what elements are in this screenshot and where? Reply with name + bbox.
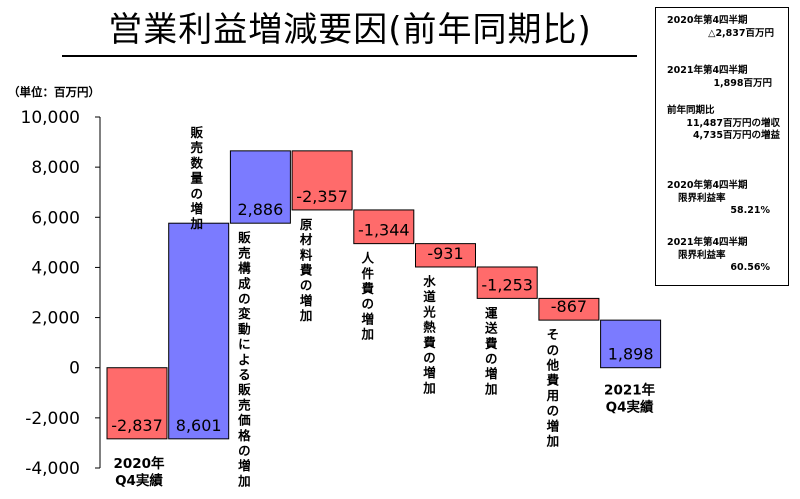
data-label: 1,898	[608, 345, 654, 364]
info-margin-curr: 2021年第4四半期 限界利益率 60.56%	[656, 237, 790, 275]
info-curr: 2021年第4四半期 1,898百万円	[656, 65, 790, 90]
bar	[168, 222, 230, 440]
y-tick-label: 2,000	[31, 309, 80, 329]
category-label: 2021年	[604, 382, 656, 399]
category-label: 人件費の増加	[361, 251, 375, 342]
bar	[291, 150, 353, 211]
bar	[353, 209, 415, 245]
info-margin-prev-sub: 限界利益率	[678, 192, 726, 204]
data-label: -1,253	[481, 275, 533, 294]
info-margin-curr-sub: 限界利益率	[678, 249, 726, 261]
y-tick-label: -2,000	[25, 409, 80, 429]
category-label: Q4実績	[115, 472, 163, 489]
data-label: -931	[427, 244, 463, 263]
category-label: 販売数量の増加	[189, 125, 203, 231]
category-label: 販売構成の変動による販売価格の増加	[237, 230, 251, 488]
category-label: 2020年	[113, 455, 165, 472]
data-label: 2,886	[237, 200, 283, 219]
category-label: Q4実績	[606, 399, 654, 416]
info-margin-prev-value: 58.21%	[730, 205, 770, 216]
info-prev-value: △2,837百万円	[708, 27, 774, 39]
category-label: 原材料費の増加	[299, 217, 313, 323]
bar	[106, 367, 168, 440]
data-label: -2,357	[296, 187, 348, 206]
data-label: -867	[551, 297, 587, 316]
info-yoy: 前年同期比 11,487百万円の増収 4,735百万円の増益	[656, 105, 790, 143]
title-underline	[62, 55, 637, 57]
data-label: -2,837	[111, 416, 163, 435]
bar	[229, 150, 291, 224]
category-label: 水道光熱費の増加	[422, 274, 436, 395]
bar	[538, 297, 600, 321]
bar	[415, 243, 476, 268]
category-label: その他費用の増加	[546, 327, 560, 448]
info-yoy-label: 前年同期比	[667, 105, 715, 116]
page-title: 営業利益増減要因(前年同期比)	[108, 10, 592, 50]
info-curr-value: 1,898百万円	[713, 77, 772, 89]
category-label: 運送費の増加	[484, 305, 498, 396]
data-label: -1,344	[358, 221, 410, 240]
bar	[476, 266, 538, 299]
bar	[600, 319, 662, 369]
info-margin-prev: 2020年第4四半期 限界利益率 58.21%	[656, 180, 790, 218]
y-tick-label: 4,000	[31, 258, 80, 278]
info-yoy-profit: 4,735百万円の増益	[692, 130, 780, 141]
info-margin-curr-label: 2021年第4四半期	[667, 237, 748, 248]
y-tick-label: 10,000	[21, 108, 80, 128]
y-tick-label: -4,000	[25, 459, 80, 479]
bars: -2,837 8,601 2,886 -2,357 -1,344 -931 -1,253 -8…	[106, 150, 662, 440]
unit-label: （単位：百万円）	[8, 85, 100, 99]
info-margin-curr-value: 60.56%	[730, 262, 770, 273]
category-labels: 2020年Q4実績販売数量の増加販売構成の変動による販売価格の増加原材料費の増加…	[113, 125, 655, 489]
y-axis: 10,000 8,000 6,000 4,000 2,000 0 -2,000 -4,000	[21, 108, 101, 479]
info-curr-label: 2021年第4四半期	[667, 65, 748, 76]
y-tick-label: 6,000	[31, 208, 80, 228]
info-margin-prev-label: 2020年第4四半期	[667, 180, 748, 191]
y-tick-label: 0	[69, 359, 80, 379]
info-yoy-revenue: 11,487百万円の増収	[686, 117, 780, 129]
info-prev: 2020年第4四半期 △2,837百万円	[656, 15, 790, 40]
summary-box: 2020年第4四半期 △2,837百万円 2021年第4四半期 1,898百万円…	[655, 7, 789, 286]
y-tick-label: 8,000	[31, 158, 80, 178]
data-label: 8,601	[176, 416, 222, 435]
info-prev-label: 2020年第4四半期	[667, 15, 748, 26]
